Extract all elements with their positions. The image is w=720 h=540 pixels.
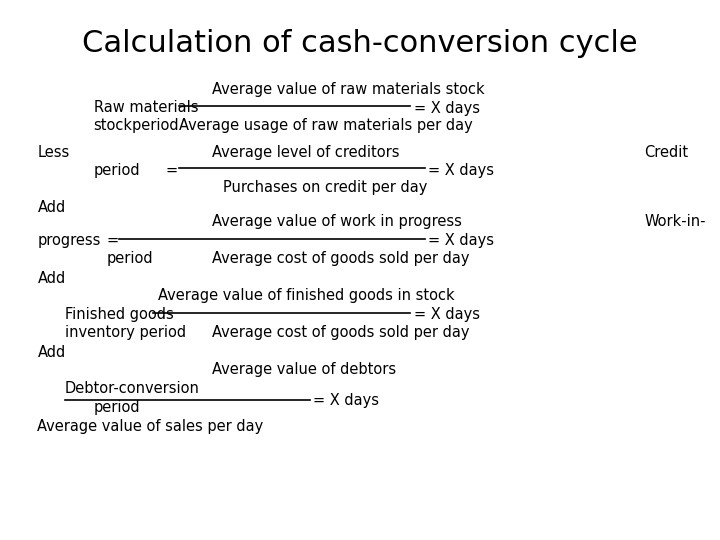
Text: = X days: = X days	[428, 233, 495, 248]
Text: Add: Add	[37, 345, 66, 360]
Text: period: period	[107, 251, 153, 266]
Text: Less: Less	[37, 145, 70, 160]
Text: stockperiod: stockperiod	[94, 118, 179, 133]
Text: period: period	[94, 163, 140, 178]
Text: Average value of sales per day: Average value of sales per day	[37, 419, 264, 434]
Text: Credit: Credit	[644, 145, 688, 160]
Text: = X days: = X days	[414, 307, 480, 322]
Text: Average cost of goods sold per day: Average cost of goods sold per day	[212, 325, 470, 340]
Text: = X days: = X days	[414, 100, 480, 116]
Text: Add: Add	[37, 271, 66, 286]
Text: =: =	[166, 163, 178, 178]
Text: Purchases on credit per day: Purchases on credit per day	[223, 180, 428, 195]
Text: Average cost of goods sold per day: Average cost of goods sold per day	[212, 251, 470, 266]
Text: Add: Add	[37, 200, 66, 215]
Text: Raw materials: Raw materials	[94, 100, 198, 116]
Text: Work-in-: Work-in-	[644, 214, 706, 229]
Text: Calculation of cash-conversion cycle: Calculation of cash-conversion cycle	[82, 29, 638, 58]
Text: Finished goods: Finished goods	[65, 307, 174, 322]
Text: progress: progress	[37, 233, 101, 248]
Text: Average usage of raw materials per day: Average usage of raw materials per day	[179, 118, 472, 133]
Text: Average value of work in progress: Average value of work in progress	[212, 214, 462, 229]
Text: Average value of raw materials stock: Average value of raw materials stock	[212, 82, 485, 97]
Text: = X days: = X days	[428, 163, 495, 178]
Text: inventory period: inventory period	[65, 325, 186, 340]
Text: = X days: = X days	[313, 393, 379, 408]
Text: Debtor-conversion: Debtor-conversion	[65, 381, 199, 396]
Text: Average value of debtors: Average value of debtors	[212, 362, 397, 377]
Text: Average value of finished goods in stock: Average value of finished goods in stock	[158, 288, 455, 303]
Text: Average level of creditors: Average level of creditors	[212, 145, 400, 160]
Text: period: period	[94, 400, 140, 415]
Text: =: =	[107, 233, 119, 248]
